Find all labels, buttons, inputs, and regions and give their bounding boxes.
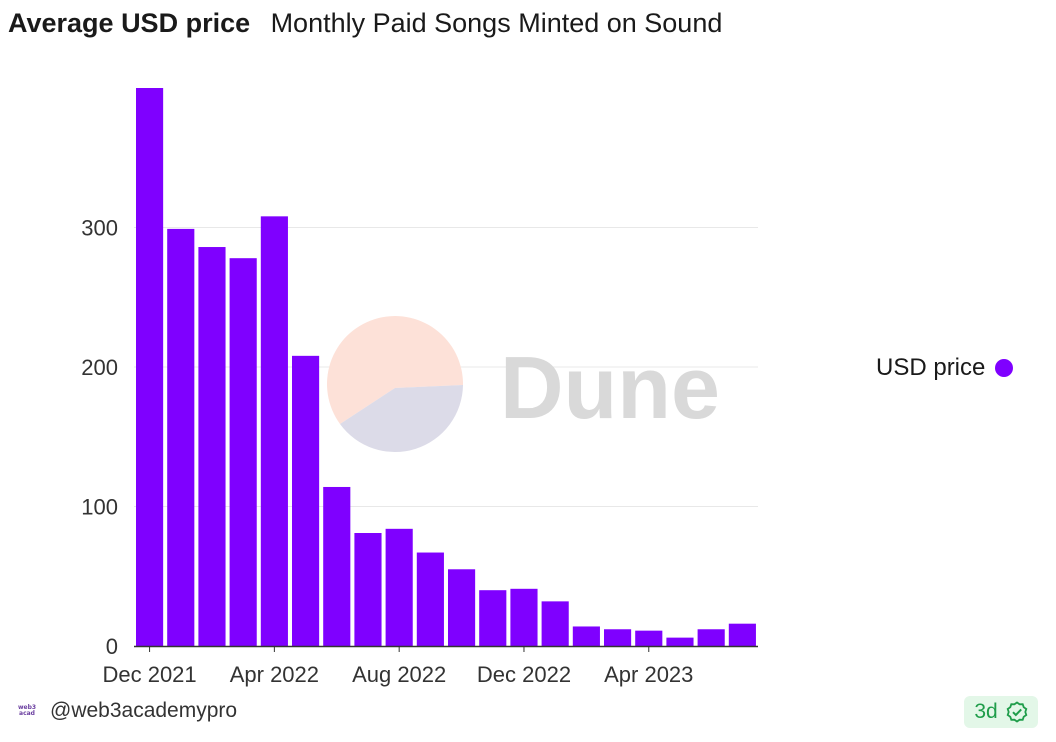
y-axis-ticks: 0 100 200 300 xyxy=(81,216,118,660)
legend-swatch xyxy=(995,359,1014,377)
x-tick-label: Dec 2022 xyxy=(477,662,571,687)
bar xyxy=(728,623,756,646)
bar xyxy=(229,258,257,646)
bar xyxy=(666,637,694,646)
bar xyxy=(292,355,320,646)
check-circle-icon xyxy=(1006,701,1028,723)
watermark-logo-top xyxy=(327,316,464,424)
y-tick-label: 0 xyxy=(106,634,118,659)
bar xyxy=(136,88,164,646)
y-tick-label: 200 xyxy=(81,355,118,380)
freshness-badge[interactable]: 3d xyxy=(964,696,1038,728)
y-tick-label: 100 xyxy=(81,495,118,520)
bar xyxy=(323,486,351,646)
bar xyxy=(541,601,569,646)
avatar[interactable]: web3 acad xyxy=(14,698,40,724)
watermark-text: Dune xyxy=(500,338,720,437)
author-handle[interactable]: @web3academypro xyxy=(50,699,238,722)
x-tick-label: Aug 2022 xyxy=(352,662,446,687)
legend-label: USD price xyxy=(876,354,986,381)
bar xyxy=(198,247,226,646)
watermark-logo-bottom xyxy=(340,385,463,453)
bar xyxy=(354,533,382,646)
footer: web3 acad @web3academypro xyxy=(14,698,237,724)
legend[interactable]: USD price xyxy=(876,354,1014,382)
bar xyxy=(635,630,663,646)
badge-age: 3d xyxy=(974,700,998,723)
y-tick-label: 300 xyxy=(81,216,118,241)
bar xyxy=(167,228,195,646)
bar xyxy=(416,552,444,646)
x-tick-label: Apr 2022 xyxy=(230,662,319,687)
chart-subtitle: Monthly Paid Songs Minted on Sound xyxy=(270,8,723,38)
bar xyxy=(479,590,507,646)
chart-header: Average USD price Monthly Paid Songs Min… xyxy=(8,8,722,39)
bar xyxy=(697,629,725,646)
bar xyxy=(572,626,600,646)
bar xyxy=(385,528,413,646)
x-tick-label: Apr 2023 xyxy=(604,662,693,687)
bars xyxy=(136,88,756,646)
bar xyxy=(604,629,632,646)
x-axis-ticks: Dec 2021 Apr 2022 Aug 2022 Dec 2022 Apr 2023 xyxy=(102,646,693,687)
x-tick-label: Dec 2021 xyxy=(102,662,196,687)
dune-watermark: Dune xyxy=(327,316,720,453)
bar xyxy=(448,569,476,646)
bar xyxy=(510,588,538,646)
bar xyxy=(260,216,288,646)
chart-title: Average USD price xyxy=(8,8,251,38)
